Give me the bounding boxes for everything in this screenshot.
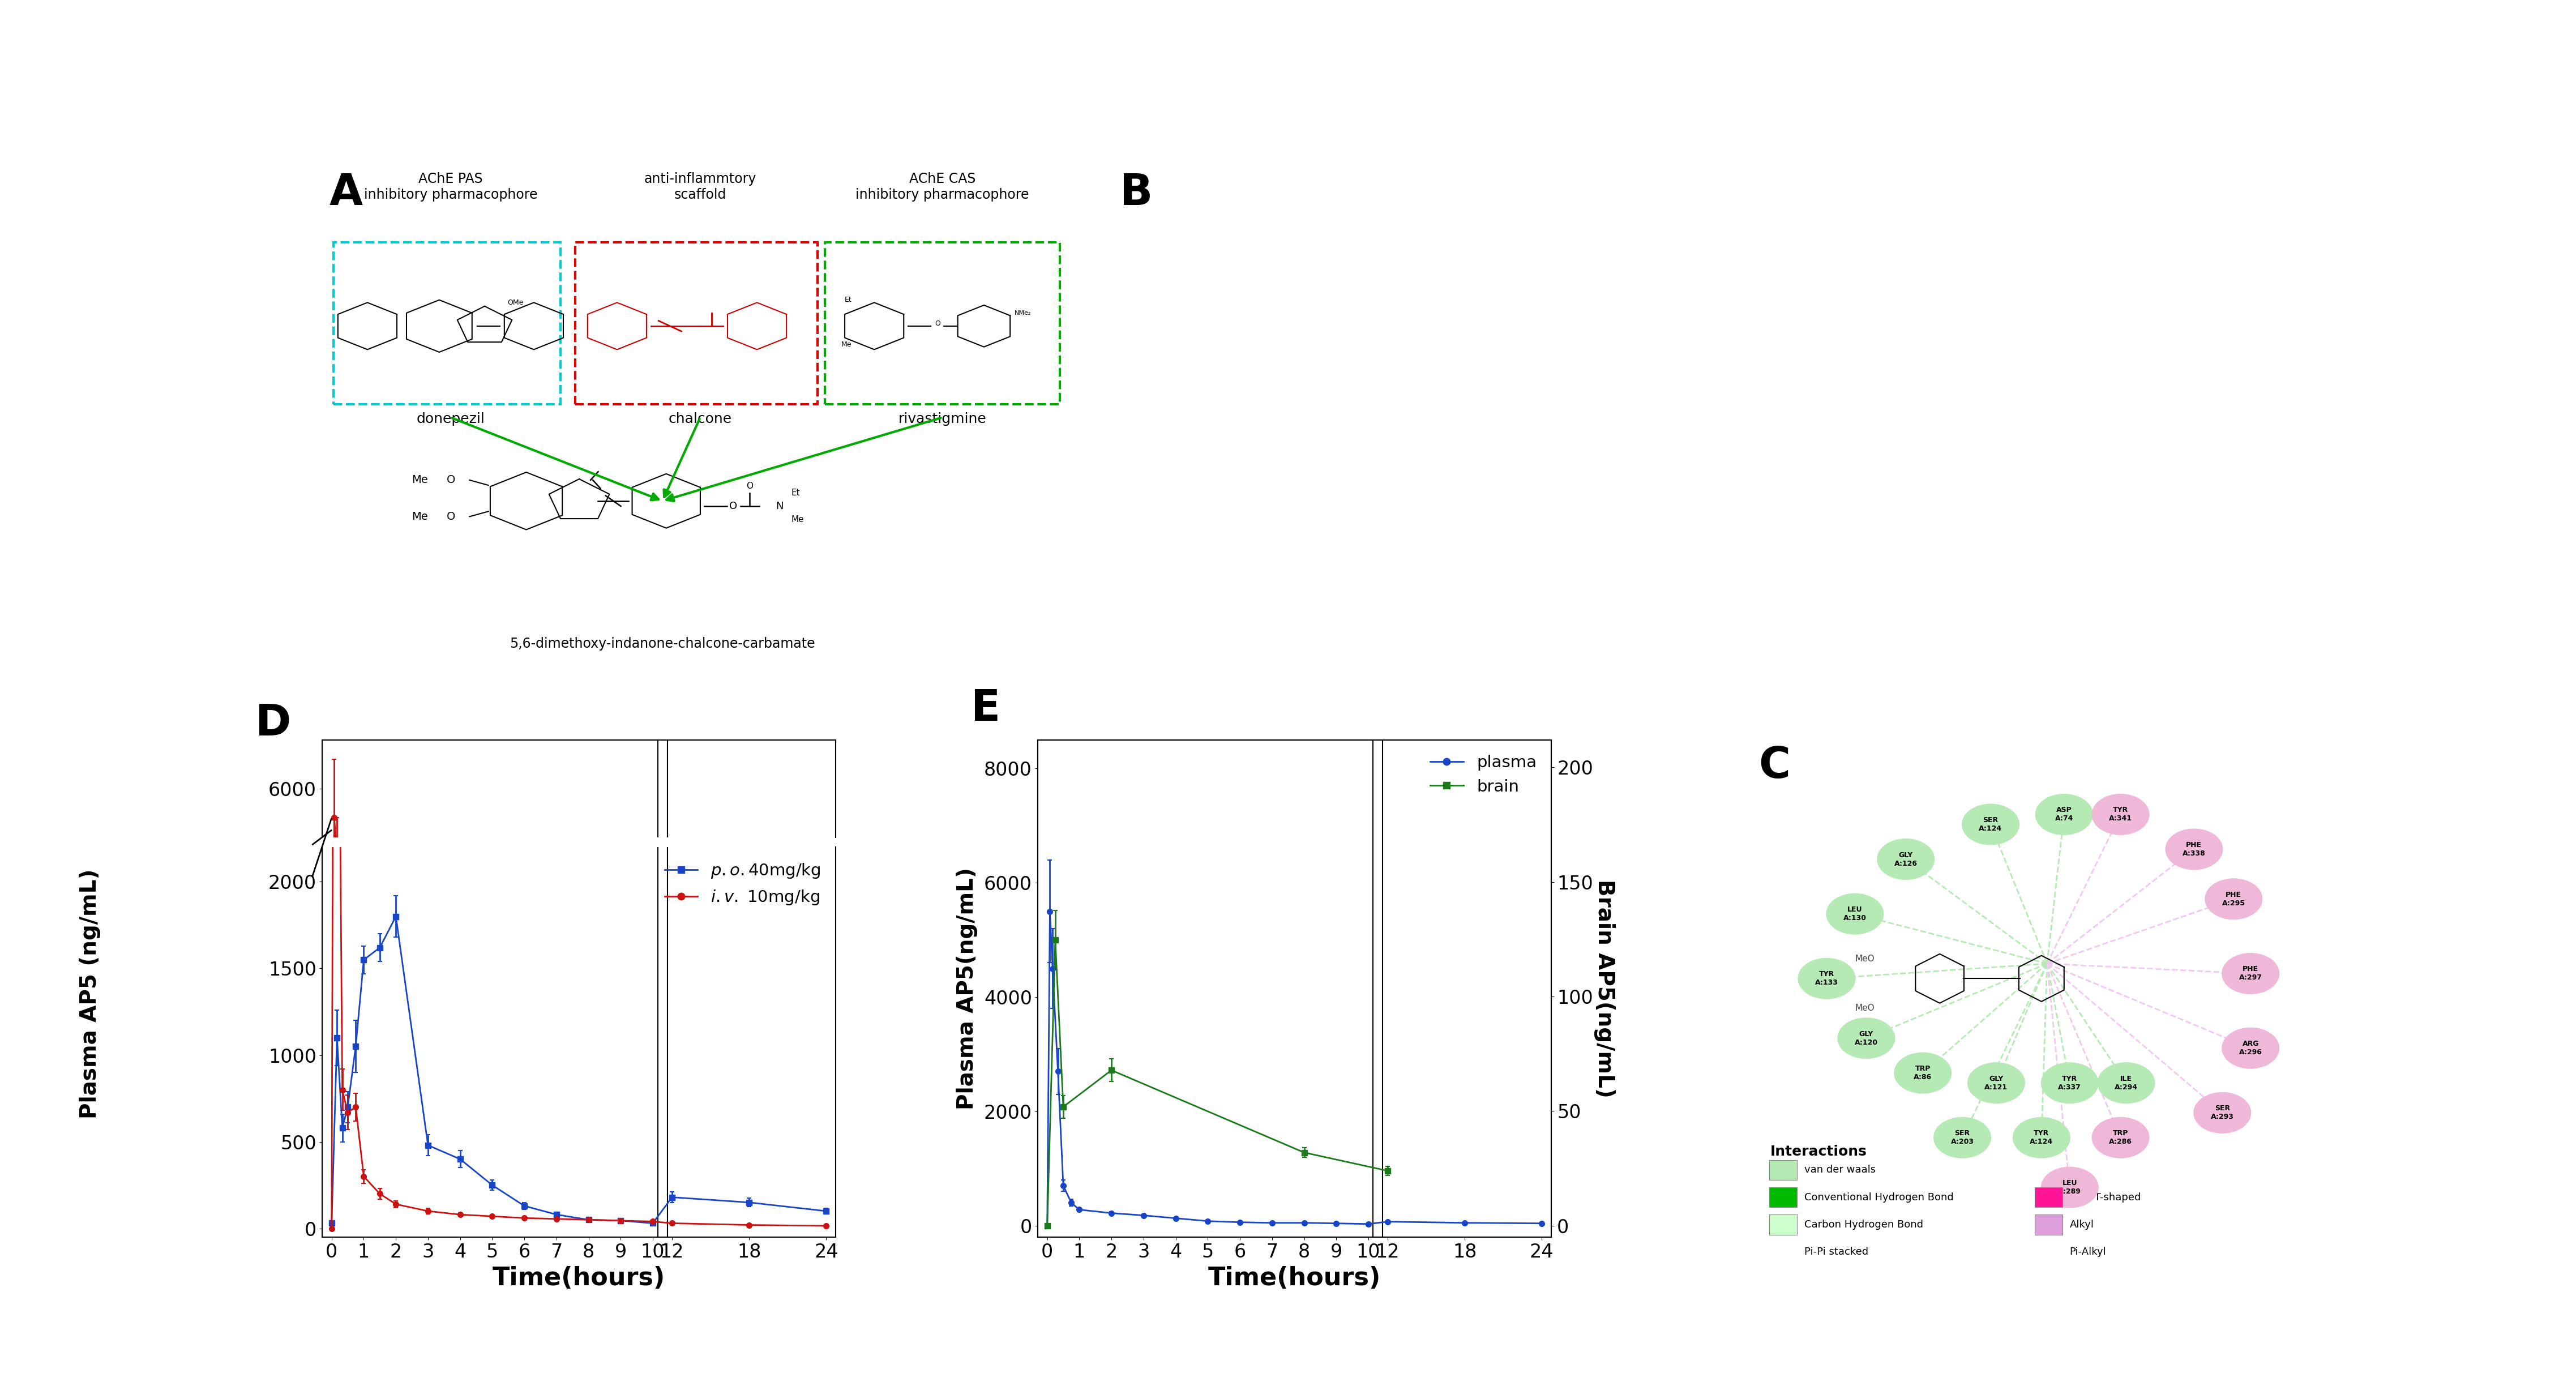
Text: OMe: OMe [507,299,523,306]
Text: Me: Me [412,474,428,485]
Text: Conventional Hydrogen Bond: Conventional Hydrogen Bond [1803,1193,1953,1202]
Text: AChE CAS
inhibitory pharmacophore: AChE CAS inhibitory pharmacophore [855,172,1028,202]
Ellipse shape [2092,794,2148,835]
Text: Me: Me [842,341,853,348]
Ellipse shape [1837,1017,1896,1059]
FancyBboxPatch shape [2035,1187,2063,1208]
Text: 5,6-dimethoxy-indanone-chalcone-carbamate: 5,6-dimethoxy-indanone-chalcone-carbamat… [510,637,814,651]
Text: AChE PAS
inhibitory pharmacophore: AChE PAS inhibitory pharmacophore [363,172,538,202]
Text: TYR
A:133: TYR A:133 [1816,970,1839,987]
Text: D: D [255,703,291,745]
FancyBboxPatch shape [2035,1215,2063,1234]
Text: Pi-Pi T-shaped: Pi-Pi T-shaped [2069,1193,2141,1202]
Text: ILE
A:294: ILE A:294 [2115,1074,2138,1091]
Text: Et: Et [791,489,801,498]
Text: rivastigmine: rivastigmine [899,413,987,425]
Ellipse shape [2040,1168,2099,1208]
Text: GLY
A:126: GLY A:126 [1893,851,1917,867]
Text: O: O [747,482,752,491]
Ellipse shape [2097,1063,2154,1104]
Text: ARG
A:296: ARG A:296 [2239,1040,2262,1056]
Y-axis label: Brain AP5(ng/mL): Brain AP5(ng/mL) [1595,880,1615,1098]
Text: donepezil: donepezil [417,413,484,425]
Text: MeO: MeO [1855,955,1875,963]
Text: TYR
A:341: TYR A:341 [2110,806,2133,823]
Ellipse shape [2223,1027,2280,1069]
Text: SER
A:203: SER A:203 [1950,1130,1973,1145]
Text: SER
A:293: SER A:293 [2210,1105,2233,1120]
Ellipse shape [1826,894,1883,934]
Text: PHE
A:295: PHE A:295 [2223,891,2246,906]
Text: A: A [330,172,363,214]
Ellipse shape [1893,1052,1950,1094]
Text: O: O [935,320,940,327]
Text: MeO: MeO [1855,1004,1875,1013]
Ellipse shape [2195,1093,2251,1133]
Text: GLY
A:121: GLY A:121 [1984,1074,2007,1091]
Text: ASP
A:74: ASP A:74 [2056,806,2074,823]
Ellipse shape [2205,878,2262,919]
FancyBboxPatch shape [1770,1187,1795,1208]
Ellipse shape [2223,954,2280,994]
Text: anti-inflammtory
scaffold: anti-inflammtory scaffold [644,172,757,202]
Text: chalcone: chalcone [670,413,732,425]
Text: SER
A:124: SER A:124 [1978,816,2002,833]
Text: [ Molecular docking image — panels B ]: [ Molecular docking image — panels B ] [1556,420,1870,436]
Text: NMe₂: NMe₂ [1015,310,1030,316]
Ellipse shape [2035,794,2092,835]
FancyBboxPatch shape [1770,1215,1795,1234]
Text: Me: Me [412,512,428,523]
Ellipse shape [1798,958,1855,999]
Ellipse shape [2012,1118,2071,1158]
Text: LEU
A:289: LEU A:289 [2058,1180,2081,1195]
Text: Interactions: Interactions [1770,1145,1868,1159]
Ellipse shape [2040,1063,2099,1104]
X-axis label: Time(hours): Time(hours) [1208,1266,1381,1290]
Text: O: O [729,500,737,512]
Ellipse shape [1963,803,2020,845]
Ellipse shape [1968,1063,2025,1104]
Text: Alkyl: Alkyl [2069,1219,2094,1230]
X-axis label: Time(hours): Time(hours) [492,1266,665,1290]
Y-axis label: Plasma AP5(ng/mL): Plasma AP5(ng/mL) [956,867,979,1109]
Text: B: B [1121,172,1154,214]
Text: Plasma AP5 (ng/mL): Plasma AP5 (ng/mL) [80,869,100,1119]
Text: C: C [1759,745,1790,787]
FancyBboxPatch shape [1770,1161,1795,1180]
Ellipse shape [2092,1118,2148,1158]
Text: E: E [971,688,999,730]
Text: TRP
A:286: TRP A:286 [2110,1130,2133,1145]
Text: Me: Me [791,514,804,524]
Text: Carbon Hydrogen Bond: Carbon Hydrogen Bond [1803,1219,1922,1230]
Text: TRP
A:86: TRP A:86 [1914,1065,1932,1081]
Text: PHE
A:297: PHE A:297 [2239,966,2262,981]
Text: O: O [446,512,456,523]
Ellipse shape [1878,840,1935,880]
Ellipse shape [1935,1118,1991,1158]
Text: PHE
A:338: PHE A:338 [2182,841,2205,858]
Text: LEU
A:130: LEU A:130 [1844,906,1868,922]
Text: van der waals: van der waals [1803,1165,1875,1175]
Text: Pi-Alkyl: Pi-Alkyl [2069,1247,2107,1257]
Text: GLY
A:120: GLY A:120 [1855,1030,1878,1047]
Text: Pi-Pi stacked: Pi-Pi stacked [1803,1247,1868,1257]
Text: O: O [446,474,456,485]
Text: TYR
A:337: TYR A:337 [2058,1074,2081,1091]
Text: Et: Et [845,296,853,303]
Text: TYR
A:124: TYR A:124 [2030,1130,2053,1145]
Text: N: N [775,500,783,512]
FancyBboxPatch shape [2035,1243,2063,1262]
Ellipse shape [2166,828,2223,870]
Legend: plasma, brain: plasma, brain [1425,748,1543,801]
FancyBboxPatch shape [1770,1243,1795,1262]
Legend: $\it{p.o.}$40mg/kg, $\it{i.v.}$ 10mg/kg: $\it{p.o.}$40mg/kg, $\it{i.v.}$ 10mg/kg [657,855,827,913]
